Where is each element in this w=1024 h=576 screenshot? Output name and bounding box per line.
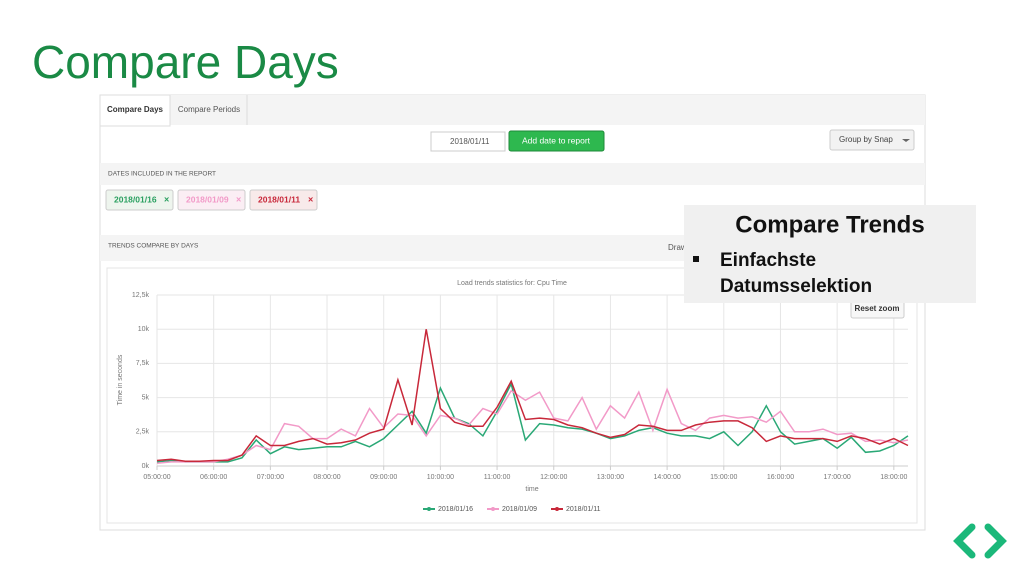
add-button[interactable]	[508, 130, 605, 152]
y-tick-label: 12,5k	[132, 292, 150, 299]
callout	[684, 205, 976, 303]
x-tick-label: 05:00:00	[143, 474, 170, 481]
y-tick-label: 7,5k	[136, 360, 150, 367]
chip-remove: ×	[308, 194, 313, 204]
legend-label: 2018/01/09	[502, 506, 537, 513]
date-chips: 2018/01/16 × 2018/01/09 × 2018/01/11 ×	[105, 189, 318, 211]
logo	[984, 523, 1007, 559]
x-tick-label: 17:00:00	[824, 474, 851, 481]
chart: Load trends statistics for: Cpu Time Time…	[117, 280, 909, 513]
add-button-label: Add date to report	[522, 135, 591, 145]
x-tick-label: 13:00:00	[597, 474, 624, 481]
callout-bullet: Einfachste Datumsselektion	[720, 250, 872, 297]
y-tick-label: 10k	[138, 326, 150, 333]
y-tick-label: 5k	[142, 394, 150, 401]
tab-bar	[100, 95, 925, 125]
series-line	[156, 329, 909, 462]
x-tick-label: 14:00:00	[653, 474, 680, 481]
date-chip[interactable]	[177, 189, 246, 211]
legend-dot	[555, 507, 559, 511]
date-chip-label: 2018/01/11	[258, 194, 300, 204]
x-tick-label: 09:00:00	[370, 474, 397, 481]
series-line	[156, 387, 909, 465]
tab[interactable]: Compare Periods	[178, 105, 240, 114]
chip-remove: ×	[164, 194, 169, 204]
date-input[interactable]	[430, 131, 506, 152]
section-header	[100, 163, 925, 185]
reset-zoom-label: Reset zoom	[855, 304, 900, 313]
date-chip-label: 2018/01/09	[186, 194, 229, 204]
series-line	[156, 381, 909, 463]
x-axis-label: time	[525, 486, 538, 493]
group-select-label: Group by Snap	[839, 135, 893, 144]
date-chip[interactable]	[105, 189, 174, 211]
bullet	[693, 256, 699, 262]
callout-title: Compare Trends	[735, 211, 924, 238]
tab[interactable]: Compare Days	[107, 105, 164, 114]
date-chip-label: 2018/01/16	[114, 194, 157, 204]
chart-frame	[106, 267, 918, 524]
x-tick-label: 10:00:00	[427, 474, 454, 481]
legend-dot	[491, 507, 495, 511]
chart-title: Load trends statistics for: Cpu Time	[457, 280, 567, 287]
x-tick-label: 15:00:00	[710, 474, 737, 481]
legend-label: 2018/01/16	[438, 506, 473, 513]
x-tick-label: 12:00:00	[540, 474, 567, 481]
y-tick-label: 0k	[142, 463, 150, 470]
group-select[interactable]	[829, 129, 915, 151]
chip-remove: ×	[236, 194, 241, 204]
x-tick-label: 07:00:00	[257, 474, 284, 481]
y-tick-label: 2,5k	[136, 429, 150, 436]
tab-active[interactable]	[99, 94, 171, 127]
legend-label: 2018/01/11	[566, 506, 601, 513]
slide-title: Compare Days	[32, 36, 339, 88]
date-input-value: 2018/01/11	[450, 137, 490, 146]
section-title: DATES INCLUDED IN THE REPORT	[108, 171, 216, 178]
caret	[902, 139, 910, 142]
x-tick-label: 16:00:00	[767, 474, 794, 481]
x-tick-label: 18:00:00	[880, 474, 907, 481]
logo	[953, 523, 976, 559]
date-chip[interactable]	[249, 189, 318, 211]
x-tick-label: 11:00:00	[484, 474, 511, 481]
legend-dot	[427, 507, 431, 511]
x-tick-label: 06:00:00	[200, 474, 227, 481]
draw-label: Draw	[668, 243, 687, 252]
x-tick-label: 08:00:00	[313, 474, 340, 481]
y-axis-label: Time in seconds	[117, 354, 124, 405]
section-title: TRENDS COMPARE BY DAYS	[108, 243, 199, 250]
